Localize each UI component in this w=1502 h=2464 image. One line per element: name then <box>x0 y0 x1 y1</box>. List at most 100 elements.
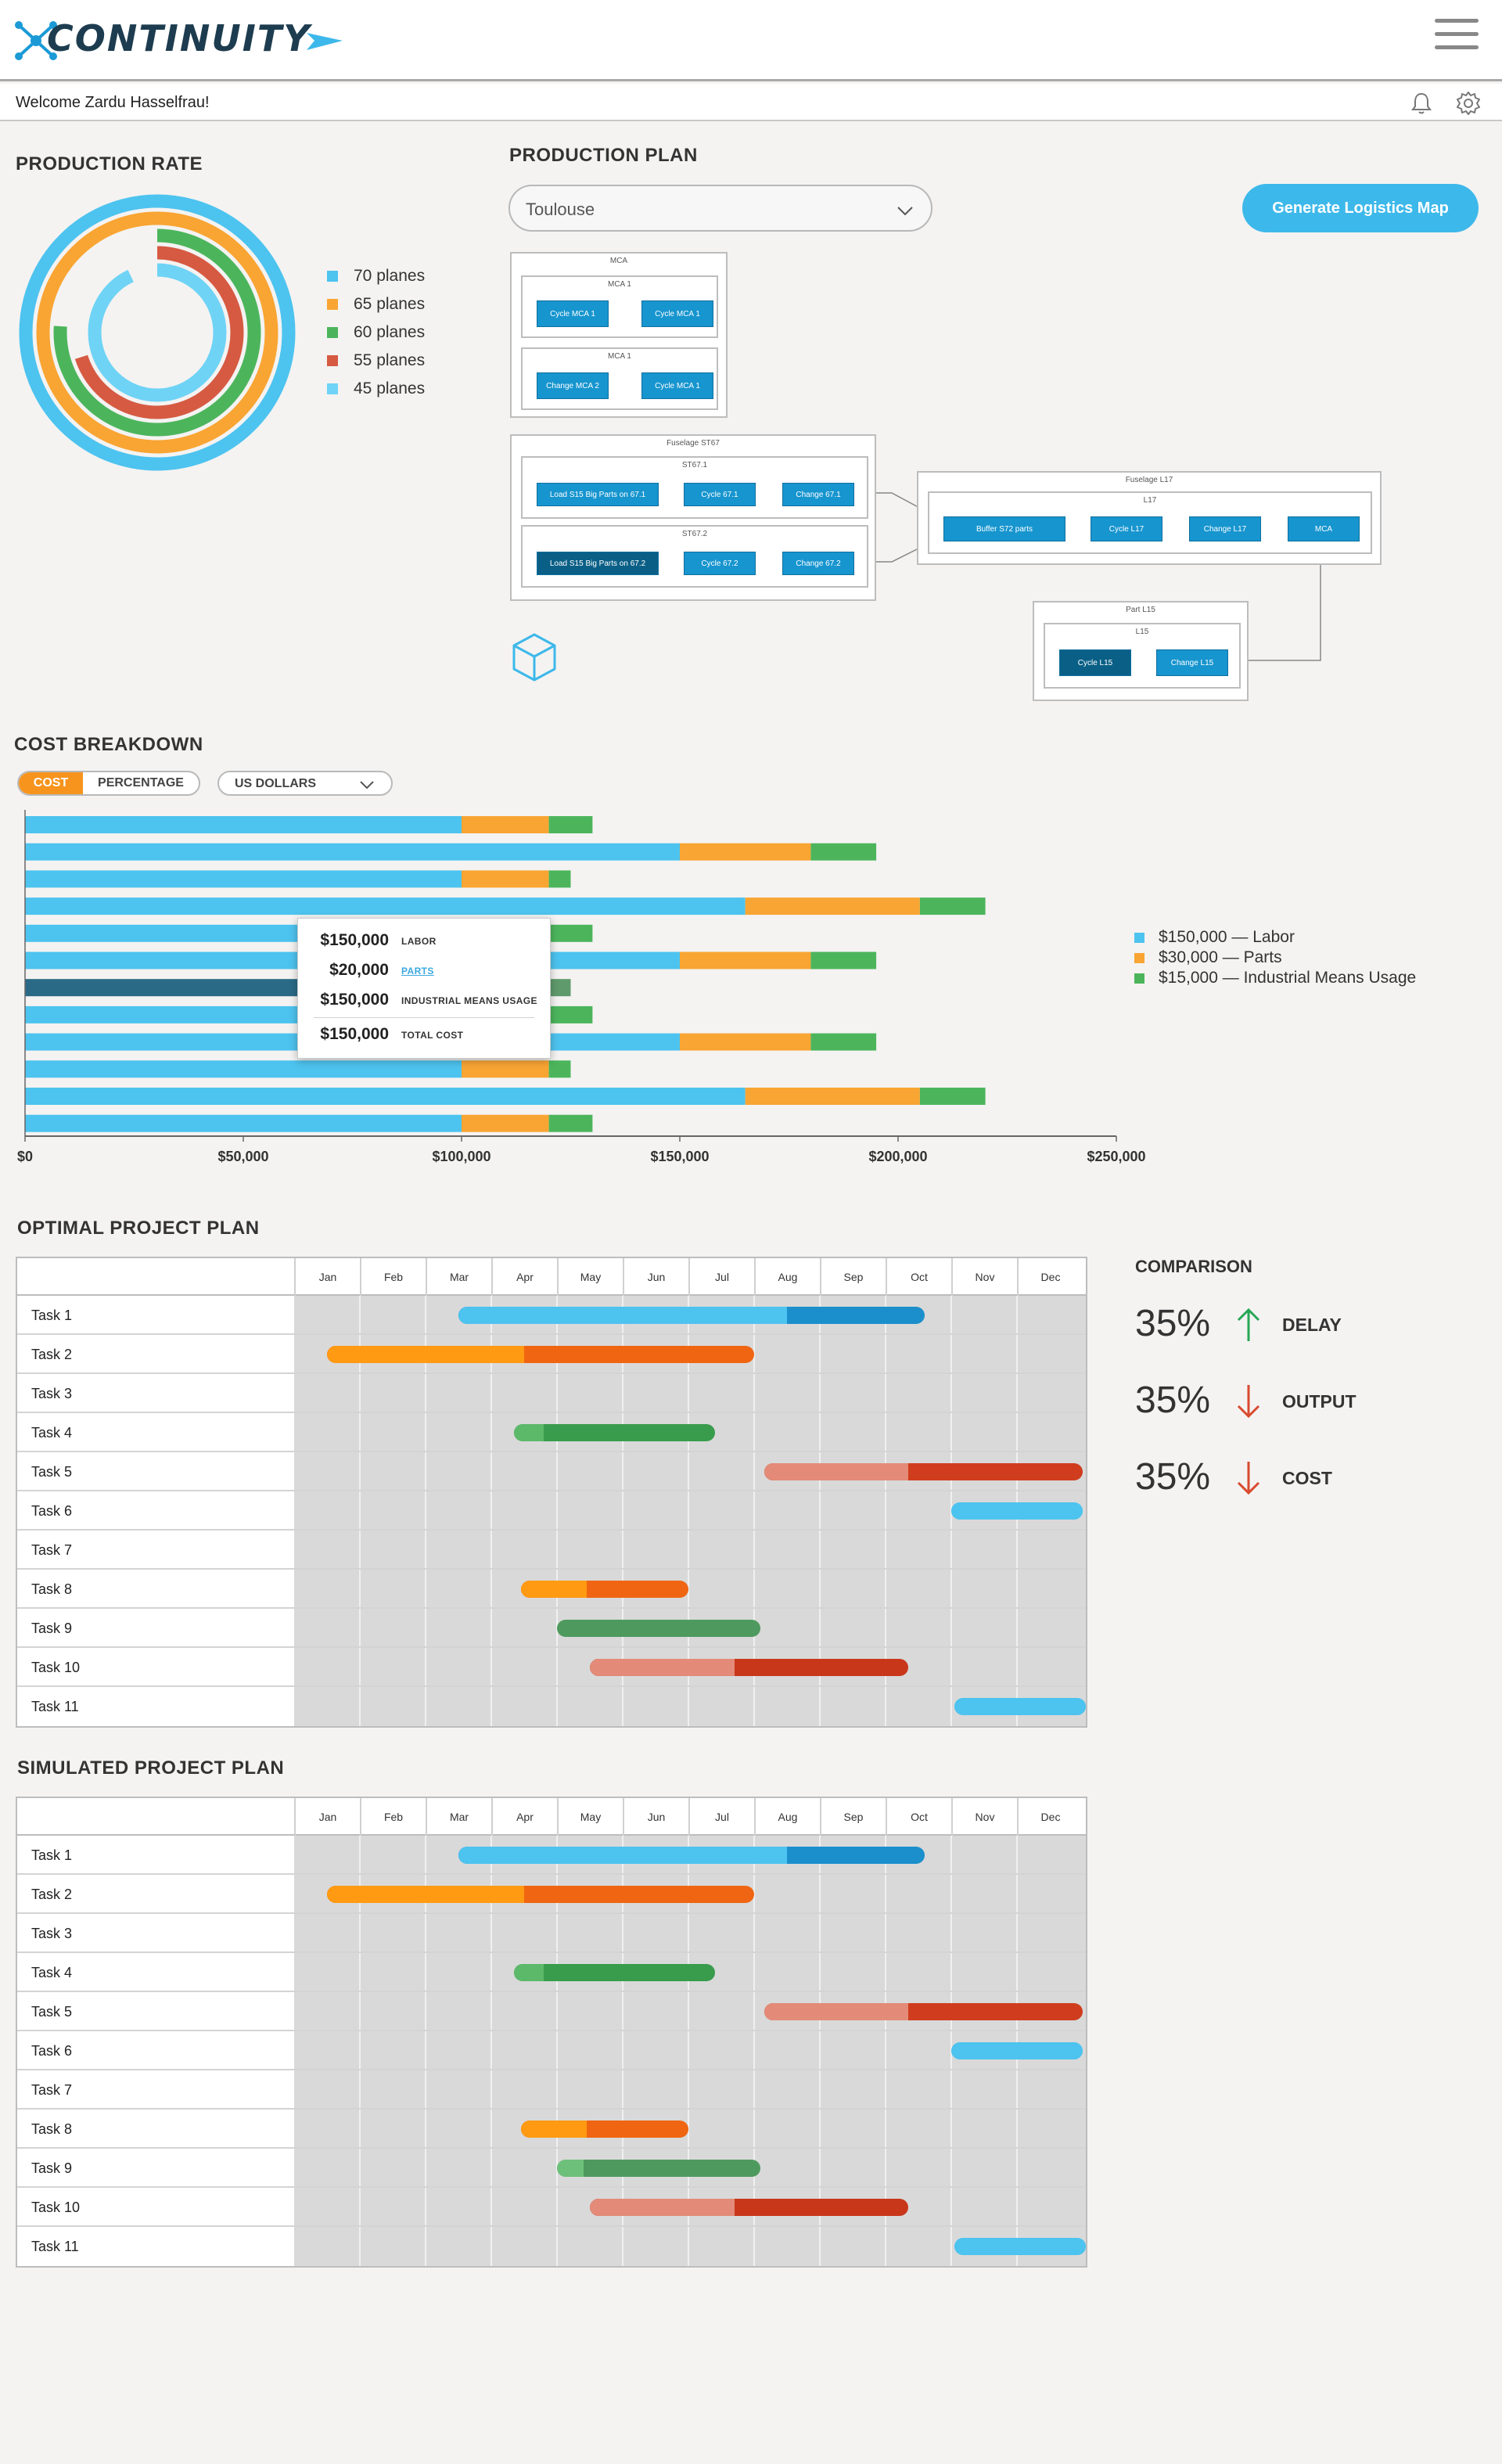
month-header: May <box>557 1798 623 1836</box>
process-node[interactable]: Cycle MCA 1 <box>537 300 609 327</box>
process-node[interactable]: Change MCA 2 <box>537 372 609 399</box>
month-gridline <box>622 1452 623 1490</box>
month-gridline <box>490 1491 492 1529</box>
task-name: Task 4 <box>31 1425 73 1441</box>
task-name: Task 5 <box>31 2004 73 2020</box>
cost-bar-segment[interactable] <box>548 924 593 942</box>
process-node[interactable]: Load S15 Big Parts on 67.1 <box>537 483 659 506</box>
task-bar[interactable] <box>514 1964 715 1981</box>
subgroup-title: MCA 1 <box>607 352 631 361</box>
task-bar[interactable] <box>590 2199 909 2216</box>
task-bar[interactable] <box>764 1463 1083 1480</box>
hamburger-icon[interactable] <box>1435 19 1479 52</box>
cost-bar-segment[interactable] <box>810 951 877 969</box>
tooltip-parts-link[interactable]: PARTS <box>401 966 434 977</box>
cost-bar-segment[interactable] <box>745 1088 920 1105</box>
gear-icon[interactable] <box>1455 90 1482 117</box>
cost-bar-segment[interactable] <box>548 979 571 997</box>
process-node[interactable]: Change L15 <box>1156 649 1228 676</box>
donut-ring[interactable] <box>53 228 261 437</box>
process-node[interactable]: Load S15 Big Parts on 67.2 <box>537 552 659 575</box>
month-gridline <box>556 1452 558 1490</box>
cost-bar-segment[interactable] <box>25 816 462 833</box>
process-node[interactable]: Change 67.1 <box>782 483 854 506</box>
donut-ring[interactable] <box>70 246 244 419</box>
cost-bar-segment[interactable] <box>745 897 920 915</box>
month-gridline <box>885 2110 886 2147</box>
cost-bar-segment[interactable] <box>548 870 571 888</box>
cost-bar-segment[interactable] <box>25 843 680 861</box>
month-gridline <box>556 2031 558 2069</box>
cost-bar-segment[interactable] <box>25 897 746 915</box>
task-bar[interactable] <box>954 1698 1087 1715</box>
currency-select[interactable]: US DOLLARS <box>217 771 393 796</box>
process-node[interactable]: Cycle 67.2 <box>684 552 756 575</box>
month-header: Sep <box>820 1798 886 1836</box>
task-bar[interactable] <box>557 1620 761 1637</box>
task-bar[interactable] <box>520 1581 688 1598</box>
cost-bar-segment[interactable] <box>680 951 811 969</box>
cost-bar-segment[interactable] <box>680 1033 811 1051</box>
month-gridline <box>556 1491 558 1529</box>
process-node[interactable]: Cycle L17 <box>1091 516 1162 541</box>
process-node[interactable]: Cycle MCA 1 <box>641 300 713 327</box>
month-gridline <box>490 1413 492 1451</box>
task-name: Task 8 <box>31 2121 73 2137</box>
process-node[interactable]: Change L17 <box>1189 516 1261 541</box>
site-select[interactable]: Toulouse <box>508 185 932 232</box>
cost-bar-segment[interactable] <box>25 1088 746 1105</box>
donut-ring[interactable] <box>36 211 278 454</box>
task-bar[interactable] <box>954 2238 1087 2255</box>
toggle-cost[interactable]: COST <box>19 772 83 794</box>
month-gridline <box>556 1648 558 1685</box>
cost-bar-segment[interactable] <box>919 1088 986 1105</box>
task-bar[interactable] <box>951 1502 1083 1520</box>
cost-bar-segment[interactable] <box>919 897 986 915</box>
month-gridline <box>490 1992 492 2030</box>
cost-bar-segment[interactable] <box>548 1005 593 1023</box>
gantt-timeline <box>294 1452 1086 1490</box>
toggle-percentage[interactable]: PERCENTAGE <box>98 776 184 790</box>
cost-bar-segment[interactable] <box>810 843 877 861</box>
cost-bar-segment[interactable] <box>548 816 593 833</box>
cost-bar-segment[interactable] <box>462 816 549 833</box>
gantt-row: Task 5 <box>17 1452 1086 1491</box>
bell-icon[interactable] <box>1408 90 1435 117</box>
cost-bar-segment[interactable] <box>25 870 462 888</box>
cost-bar-segment[interactable] <box>462 1060 549 1078</box>
cost-bar-segment[interactable] <box>810 1033 877 1051</box>
task-bar[interactable] <box>764 2003 1083 2020</box>
process-node[interactable]: Cycle 67.1 <box>684 483 756 506</box>
task-bar[interactable] <box>458 1847 925 1864</box>
donut-ring[interactable] <box>19 194 296 471</box>
task-name: Task 2 <box>31 1887 73 1902</box>
task-bar[interactable] <box>458 1307 925 1324</box>
task-bar[interactable] <box>520 2120 688 2138</box>
task-bar[interactable] <box>557 2160 761 2177</box>
cost-bar-segment[interactable] <box>25 1114 462 1132</box>
month-gridline <box>819 1687 821 1726</box>
cost-bar-segment[interactable] <box>25 1060 462 1078</box>
task-bar[interactable] <box>590 1659 909 1676</box>
cost-bar-segment[interactable] <box>680 843 811 861</box>
month-gridline <box>490 2110 492 2147</box>
cost-bar-segment[interactable] <box>548 1114 593 1132</box>
month-header: Aug <box>754 1798 820 1836</box>
cost-bar-segment[interactable] <box>548 1060 571 1078</box>
process-node[interactable]: Cycle L15 <box>1059 649 1131 676</box>
task-bar[interactable] <box>514 1424 715 1441</box>
donut-ring[interactable] <box>88 263 227 402</box>
month-gridline <box>359 2149 361 2186</box>
cube-icon[interactable] <box>511 632 558 682</box>
process-node[interactable]: MCA <box>1288 516 1360 541</box>
cost-bar-segment[interactable] <box>462 1114 549 1132</box>
task-bar[interactable] <box>327 1886 754 1903</box>
cost-bar-segment[interactable] <box>462 870 549 888</box>
task-bar[interactable] <box>327 1346 754 1363</box>
process-node[interactable]: Buffer S72 parts <box>943 516 1065 541</box>
task-bar[interactable] <box>951 2042 1083 2059</box>
generate-logistics-map-button[interactable]: Generate Logistics Map <box>1242 184 1479 232</box>
process-node[interactable]: Cycle MCA 1 <box>641 372 713 399</box>
month-gridline <box>490 1570 492 1607</box>
process-node[interactable]: Change 67.2 <box>782 552 854 575</box>
